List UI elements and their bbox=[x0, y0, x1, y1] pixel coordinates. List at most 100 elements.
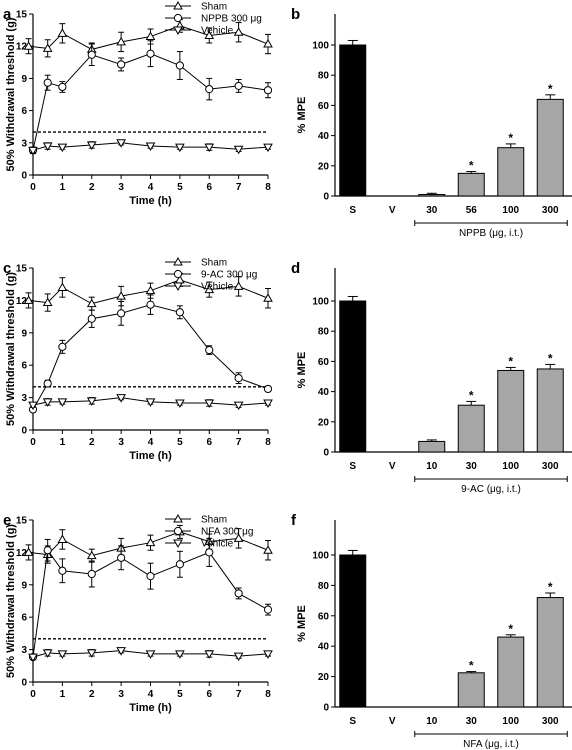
legend-marker bbox=[173, 513, 183, 523]
bar bbox=[418, 440, 446, 453]
data-point bbox=[116, 394, 126, 403]
x-category-label: 30 bbox=[466, 461, 478, 472]
bracket-label: NPPB (μg, i.t.) bbox=[459, 228, 523, 239]
series-line bbox=[28, 279, 269, 305]
series-2 bbox=[28, 537, 273, 662]
x-tick-label: 1 bbox=[60, 437, 66, 448]
y-axis-title: 50% Withdrawal threshold (g) bbox=[5, 524, 17, 678]
data-point bbox=[263, 650, 273, 659]
x-tick-label: 2 bbox=[89, 689, 95, 700]
x-category-label: 10 bbox=[426, 461, 438, 472]
data-point bbox=[204, 650, 215, 659]
x-tick-label: 7 bbox=[236, 689, 242, 700]
data-point bbox=[87, 314, 96, 323]
x-category-label: 300 bbox=[542, 461, 559, 472]
legend-entry: Sham bbox=[201, 2, 227, 13]
x-category-label: 10 bbox=[426, 716, 438, 727]
data-point bbox=[234, 589, 243, 598]
legend-entry: Vehicle bbox=[201, 26, 234, 37]
x-tick-label: 4 bbox=[148, 182, 154, 193]
legend-marker bbox=[173, 539, 183, 549]
y-tick-label: 40 bbox=[318, 387, 330, 398]
x-tick-label: 4 bbox=[148, 689, 154, 700]
x-axis-title: Time (h) bbox=[129, 450, 172, 462]
data-point bbox=[117, 60, 126, 69]
x-axis-title: Time (h) bbox=[129, 702, 172, 714]
data-point bbox=[204, 143, 215, 153]
y-tick-label: 80 bbox=[318, 581, 330, 592]
bar bbox=[339, 44, 367, 197]
data-point bbox=[175, 650, 185, 659]
data-point bbox=[145, 31, 156, 41]
series-line bbox=[28, 25, 269, 50]
panel-letter: f bbox=[291, 512, 297, 529]
series-line bbox=[28, 531, 269, 557]
y-tick-label: 9 bbox=[21, 580, 27, 591]
x-category-label: S bbox=[349, 716, 356, 727]
significance-star: * bbox=[469, 159, 474, 173]
series-3 bbox=[28, 394, 273, 411]
y-axis-title: % MPE bbox=[296, 352, 308, 389]
panel-letter: d bbox=[291, 260, 300, 277]
y-tick-label: 40 bbox=[318, 131, 330, 142]
data-point bbox=[233, 401, 244, 411]
series-line bbox=[32, 304, 269, 410]
panel-letter: c bbox=[3, 260, 11, 277]
panel-b-bar-chart: b 0 20 40 60 80 100 % MPE S V 30 * 56 * 100 * 300 NPPB (μ… bbox=[291, 6, 572, 239]
y-tick-label: 3 bbox=[21, 138, 27, 149]
x-tick-label: 2 bbox=[89, 182, 95, 193]
data-point bbox=[205, 85, 214, 94]
series-1 bbox=[23, 272, 273, 312]
significance-star: * bbox=[548, 580, 553, 594]
y-tick-label: 0 bbox=[21, 426, 27, 437]
significance-star: * bbox=[548, 82, 553, 96]
bar bbox=[497, 636, 525, 708]
data-point bbox=[57, 282, 68, 291]
y-axis-title: 50% Withdrawal threshold (g) bbox=[5, 17, 17, 171]
data-point bbox=[146, 300, 155, 309]
series-2 bbox=[28, 294, 273, 414]
data-point bbox=[86, 550, 97, 560]
data-point bbox=[117, 553, 126, 562]
data-point bbox=[86, 298, 97, 308]
y-tick-label: 100 bbox=[312, 297, 329, 308]
data-point bbox=[263, 86, 273, 95]
x-tick-label: 6 bbox=[206, 182, 212, 193]
bar bbox=[457, 172, 485, 197]
data-point bbox=[86, 649, 97, 658]
x-category-label: V bbox=[389, 716, 396, 727]
legend-marker bbox=[173, 282, 183, 292]
data-point bbox=[58, 342, 67, 351]
significance-star: * bbox=[508, 354, 513, 368]
data-point bbox=[43, 546, 52, 555]
x-category-label: 30 bbox=[466, 716, 478, 727]
bar bbox=[457, 404, 485, 453]
data-point bbox=[23, 41, 34, 50]
data-point bbox=[175, 308, 184, 317]
panel-f-bar-chart: f 0 20 40 60 80 100 % MPE S V 10 * 30 * 100 * 300 NFA (μg… bbox=[291, 512, 572, 750]
x-tick-label: 6 bbox=[206, 689, 212, 700]
y-tick-label: 0 bbox=[21, 171, 27, 182]
y-tick-label: 12 bbox=[16, 548, 28, 559]
data-point bbox=[42, 398, 53, 407]
data-point bbox=[263, 384, 273, 394]
bar bbox=[497, 369, 525, 453]
bar bbox=[536, 368, 564, 453]
data-point bbox=[58, 566, 67, 575]
series-2 bbox=[28, 40, 273, 155]
series-3 bbox=[28, 139, 273, 156]
legend-entry: NPPB 300 μg bbox=[201, 14, 262, 25]
data-point bbox=[204, 399, 215, 409]
y-tick-label: 12 bbox=[16, 296, 28, 307]
y-axis-title: % MPE bbox=[296, 97, 308, 134]
data-point bbox=[42, 649, 53, 658]
data-point bbox=[58, 82, 67, 92]
legend-entry: Sham bbox=[201, 515, 227, 526]
data-point bbox=[87, 569, 96, 579]
y-tick-label: 100 bbox=[312, 41, 329, 52]
panel-letter: e bbox=[3, 512, 11, 529]
bar bbox=[497, 147, 525, 197]
